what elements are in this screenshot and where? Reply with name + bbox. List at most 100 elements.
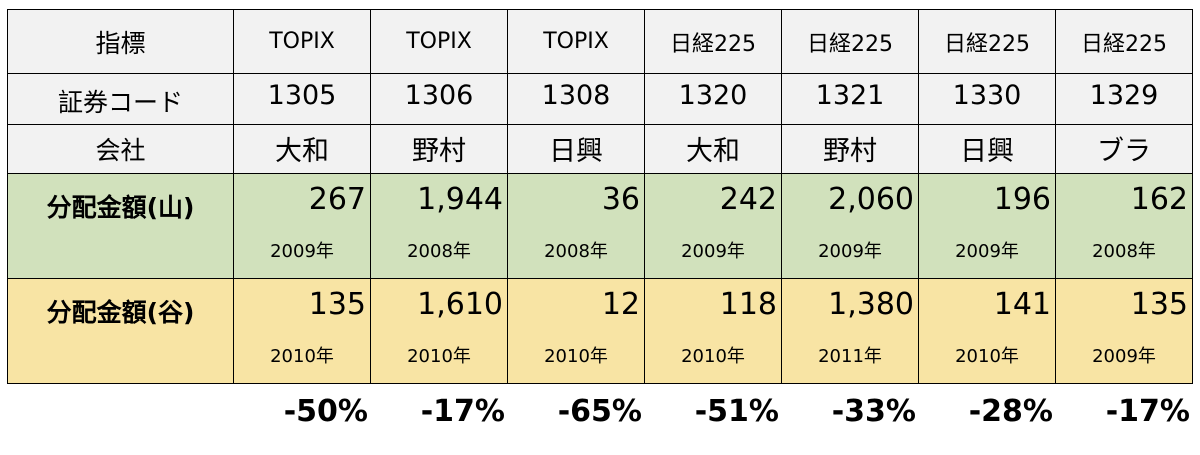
index-cell: TOPIX [507,9,645,74]
trough-value: 1,380 [828,287,914,322]
fund-code: 1321 [815,80,885,111]
change-percent: -51% [694,394,779,429]
trough-value: 141 [993,287,1051,322]
fund-company: 大和 [275,136,329,167]
fund-index: 日経225 [1081,31,1167,57]
change-percent: -28% [968,394,1053,429]
trough-year: 2011年 [818,346,882,367]
fund-code: 1320 [678,80,748,111]
trough-cell: 135 2010年 [233,278,371,384]
code-cell: 1329 [1055,73,1193,125]
change-percent: -17% [420,394,505,429]
change-percent: -50% [283,394,368,429]
peak-value: 2,060 [828,182,914,217]
change-percent: -33% [831,394,916,429]
trough-cell: 1,610 2010年 [370,278,508,384]
code-cell: 1321 [781,73,919,125]
trough-year: 2009年 [1092,346,1156,367]
peak-cell: 36 2008年 [507,173,645,279]
fund-index: TOPIX [406,29,472,54]
fund-company: 大和 [686,136,740,167]
peak-cell: 162 2008年 [1055,173,1193,279]
peak-year: 2008年 [544,241,608,262]
code-cell: 1320 [644,73,782,125]
peak-dividend-row: 分配金額(山) 267 2009年 1,944 2008年 36 2008年 242 2… [7,173,1193,279]
fund-code: 1306 [404,80,474,111]
index-cell: TOPIX [370,9,508,74]
index-cell: 日経225 [781,9,919,74]
trough-year: 2010年 [407,346,471,367]
company-label: 会社 [95,136,146,165]
index-cell: 日経225 [918,9,1056,74]
fund-code: 1330 [952,80,1022,111]
fund-code: 1329 [1089,80,1159,111]
trough-label-cell: 分配金額(谷) [7,278,234,384]
peak-year: 2008年 [1092,241,1156,262]
code-cell: 1306 [370,73,508,125]
fund-code: 1305 [267,80,337,111]
trough-label: 分配金額(谷) [46,298,195,327]
fund-company: 日興 [960,136,1014,167]
trough-value: 12 [601,287,640,322]
fund-company: ブラ [1097,136,1151,167]
trough-cell: 118 2010年 [644,278,782,384]
trough-cell: 135 2009年 [1055,278,1193,384]
change-spacer [7,386,233,429]
company-cell: 大和 [644,124,782,174]
peak-cell: 242 2009年 [644,173,782,279]
trough-value: 135 [1130,287,1188,322]
code-cell: 1330 [918,73,1056,125]
peak-year: 2009年 [818,241,882,262]
change-percent: -65% [557,394,642,429]
trough-year: 2010年 [270,346,334,367]
index-cell: 日経225 [1055,9,1193,74]
code-cell: 1305 [233,73,371,125]
trough-year: 2010年 [955,346,1019,367]
peak-year: 2009年 [681,241,745,262]
peak-cell: 196 2009年 [918,173,1056,279]
fund-company: 野村 [412,136,466,167]
company-label-cell: 会社 [7,124,234,174]
peak-value: 196 [993,182,1051,217]
peak-cell: 2,060 2009年 [781,173,919,279]
change-percent-row: -50% -17% -65% -51% -33% -28% -17% [7,386,1192,429]
trough-value: 135 [308,287,366,322]
code-cell: 1308 [507,73,645,125]
fund-company: 日興 [549,136,603,167]
peak-cell: 1,944 2008年 [370,173,508,279]
company-cell: 野村 [781,124,919,174]
trough-cell: 12 2010年 [507,278,645,384]
peak-label: 分配金額(山) [46,193,195,222]
trough-dividend-row: 分配金額(谷) 135 2010年 1,610 2010年 12 2010年 118 2… [7,278,1193,384]
trough-year: 2010年 [681,346,745,367]
trough-value: 1,610 [417,287,503,322]
peak-label-cell: 分配金額(山) [7,173,234,279]
index-cell: 日経225 [644,9,782,74]
dividend-comparison-table: 指標 TOPIX TOPIX TOPIX 日経225 日経225 日経225 日… [7,9,1193,384]
trough-value: 118 [719,287,777,322]
company-row: 会社 大和 野村 日興 大和 野村 日興 ブラ [7,124,1193,174]
index-label-cell: 指標 [7,9,234,74]
peak-year: 2008年 [407,241,471,262]
peak-value: 36 [601,182,640,217]
peak-year: 2009年 [955,241,1019,262]
fund-index: TOPIX [269,29,335,54]
company-cell: 大和 [233,124,371,174]
peak-value: 1,944 [417,182,503,217]
fund-company: 野村 [823,136,877,167]
peak-year: 2009年 [270,241,334,262]
index-cell: TOPIX [233,9,371,74]
company-cell: 日興 [507,124,645,174]
code-label-cell: 証券コード [7,73,234,125]
peak-value: 162 [1130,182,1188,217]
change-percent: -17% [1105,394,1190,429]
fund-index: 日経225 [944,31,1030,57]
peak-value: 242 [719,182,777,217]
company-cell: 野村 [370,124,508,174]
code-row: 証券コード 1305 1306 1308 1320 1321 1330 1329 [7,73,1193,125]
trough-year: 2010年 [544,346,608,367]
fund-index: 日経225 [670,31,756,57]
company-cell: 日興 [918,124,1056,174]
peak-value: 267 [308,182,366,217]
index-label: 指標 [95,28,146,58]
